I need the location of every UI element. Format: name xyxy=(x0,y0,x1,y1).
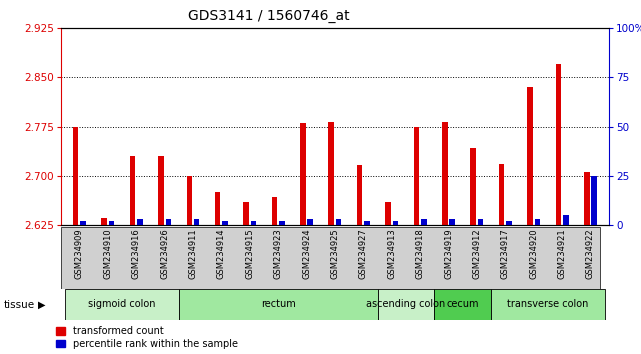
Bar xyxy=(556,64,561,225)
Bar xyxy=(506,221,512,225)
Bar xyxy=(449,219,455,225)
Text: GSM234911: GSM234911 xyxy=(188,228,197,279)
Bar xyxy=(187,176,192,225)
Text: rectum: rectum xyxy=(261,299,296,309)
Text: GSM234918: GSM234918 xyxy=(415,228,424,279)
Text: GSM234923: GSM234923 xyxy=(274,228,283,279)
Text: GSM234914: GSM234914 xyxy=(217,228,226,279)
Bar xyxy=(328,122,334,225)
Bar xyxy=(194,219,199,225)
Bar xyxy=(244,202,249,225)
Bar xyxy=(470,148,476,225)
Legend: transformed count, percentile rank within the sample: transformed count, percentile rank withi… xyxy=(56,326,238,349)
Bar xyxy=(584,172,590,225)
Bar xyxy=(563,215,569,225)
Bar xyxy=(158,156,163,225)
Bar xyxy=(499,164,504,225)
Text: tissue: tissue xyxy=(3,300,35,310)
Bar xyxy=(528,87,533,225)
Bar xyxy=(179,289,378,320)
Bar xyxy=(393,221,398,225)
Bar xyxy=(378,289,435,320)
Text: GSM234913: GSM234913 xyxy=(387,228,396,279)
Bar xyxy=(101,218,107,225)
Bar xyxy=(109,221,114,225)
Text: GDS3141 / 1560746_at: GDS3141 / 1560746_at xyxy=(188,9,350,23)
Text: GSM234920: GSM234920 xyxy=(529,228,538,279)
Bar xyxy=(137,219,142,225)
Bar xyxy=(421,219,426,225)
Text: sigmoid colon: sigmoid colon xyxy=(88,299,156,309)
Text: transverse colon: transverse colon xyxy=(507,299,588,309)
Bar xyxy=(129,156,135,225)
Text: GSM234926: GSM234926 xyxy=(160,228,169,279)
Bar xyxy=(300,123,306,225)
Bar xyxy=(357,165,362,225)
Text: GSM234922: GSM234922 xyxy=(586,228,595,279)
Text: GSM234912: GSM234912 xyxy=(472,228,481,279)
Text: ascending colon: ascending colon xyxy=(366,299,445,309)
Bar xyxy=(73,126,78,225)
Text: ▶: ▶ xyxy=(38,300,46,310)
Bar xyxy=(385,202,391,225)
Text: GSM234910: GSM234910 xyxy=(103,228,112,279)
Text: GSM234916: GSM234916 xyxy=(131,228,140,279)
Text: GSM234921: GSM234921 xyxy=(558,228,567,279)
Bar xyxy=(413,126,419,225)
Bar xyxy=(535,219,540,225)
Text: GSM234915: GSM234915 xyxy=(246,228,254,279)
Text: GSM234927: GSM234927 xyxy=(359,228,368,279)
Bar xyxy=(478,219,483,225)
Text: GSM234919: GSM234919 xyxy=(444,228,453,279)
Text: GSM234909: GSM234909 xyxy=(75,228,84,279)
Text: GSM234924: GSM234924 xyxy=(302,228,311,279)
Bar xyxy=(222,221,228,225)
Bar xyxy=(592,176,597,225)
Bar xyxy=(308,219,313,225)
Bar xyxy=(251,221,256,225)
Bar xyxy=(442,122,447,225)
Bar xyxy=(435,289,491,320)
Text: cecum: cecum xyxy=(447,299,479,309)
Bar xyxy=(80,221,86,225)
Bar xyxy=(279,221,285,225)
Bar xyxy=(165,219,171,225)
Bar xyxy=(65,289,179,320)
Text: GSM234925: GSM234925 xyxy=(330,228,340,279)
Bar xyxy=(336,219,342,225)
Text: GSM234917: GSM234917 xyxy=(501,228,510,279)
Bar xyxy=(215,192,221,225)
Bar xyxy=(364,221,370,225)
Bar xyxy=(272,196,277,225)
Bar xyxy=(491,289,604,320)
